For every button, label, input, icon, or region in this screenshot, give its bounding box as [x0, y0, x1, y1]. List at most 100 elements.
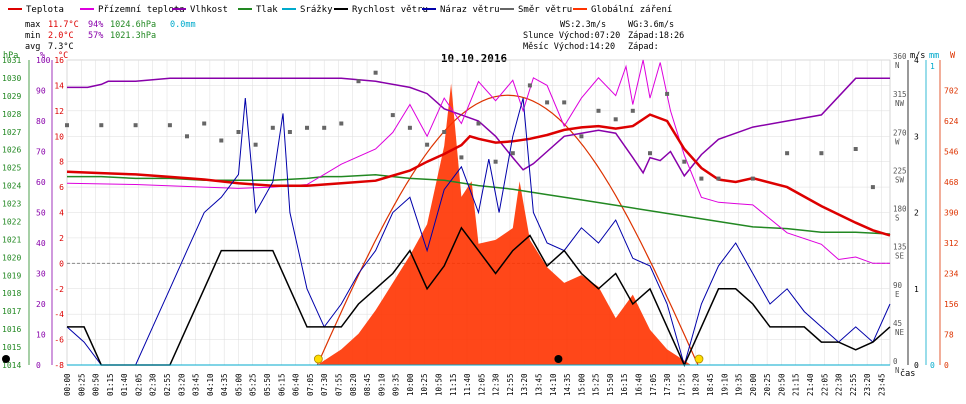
unit-hpa: hPa [3, 51, 18, 61]
tick-wind-dir-label: S [895, 214, 900, 223]
tick-time: 01:40 [120, 373, 129, 396]
legend-label: Tlak [256, 5, 278, 15]
tick-pressure: 1028 [2, 110, 21, 119]
wind-dir-point [219, 138, 224, 143]
tick-solar: 0 [944, 361, 949, 370]
tick-humidity: 10 [36, 331, 46, 340]
unit-pct: % [40, 51, 45, 61]
tick-wind-speed: 4 [914, 56, 919, 65]
wind-dir-point [596, 108, 601, 113]
wind-dir-point [390, 113, 395, 118]
tick-time: 22:55 [849, 373, 858, 396]
tick-wind-dir: 270 [893, 128, 907, 137]
sunset-marker [694, 354, 704, 364]
tick-pressure: 1023 [2, 200, 21, 209]
tick-time: 12:30 [492, 373, 501, 396]
series-ground-temp [66, 59, 890, 264]
tick-pressure: 1029 [2, 92, 21, 101]
tick-time: 20:50 [777, 373, 786, 396]
unit-mm: mm [929, 51, 939, 61]
tick-time: 00:25 [77, 373, 86, 396]
tick-time: 12:55 [506, 373, 515, 396]
tick-time: 16:15 [620, 373, 629, 396]
unit-ms: m/s [910, 51, 925, 61]
tick-pressure: 1027 [2, 128, 21, 137]
left-axes: 1031103010291028102710261025102410231022… [2, 56, 64, 370]
date-title: 10.10.2016 [441, 52, 508, 65]
legend-label: Přízemní teplota [98, 5, 185, 15]
series-wind-speed [67, 226, 891, 367]
wind-dir-point [476, 121, 481, 126]
tick-time: 02:30 [149, 373, 158, 396]
tick-temperature: 4 [59, 209, 64, 218]
tick-time: 11:40 [463, 373, 472, 396]
tick-time: 18:20 [692, 373, 701, 396]
moon-set: Západ: [628, 42, 659, 52]
wind-dir-point [579, 134, 584, 139]
moonrise-marker [554, 355, 563, 363]
tick-humidity: 20 [36, 300, 46, 309]
tick-humidity: 70 [36, 148, 46, 157]
wind-dir-point [167, 123, 172, 128]
tick-temperature: -8 [54, 361, 64, 370]
tick-wind-dir: 90 [893, 281, 903, 290]
tick-humidity: 0 [36, 361, 41, 370]
wind-dir-point [819, 151, 824, 156]
tick-wind-dir-label: NW [895, 99, 905, 108]
series-gust [66, 97, 891, 367]
tick-solar: 624 [944, 117, 959, 126]
wind-dir-point [699, 176, 704, 181]
wind-dir-point [287, 130, 292, 134]
moon-phase-icon [2, 355, 10, 363]
wind-dir-point [99, 123, 104, 128]
tick-pressure: 1021 [2, 235, 21, 244]
wind-dir-point [270, 125, 275, 130]
stat-max-press: 1024.6hPa [110, 20, 156, 30]
wind-dir-point [493, 159, 498, 164]
tick-humidity: 80 [36, 117, 46, 126]
series-layer [65, 59, 891, 367]
tick-time: 14:10 [549, 373, 558, 396]
tick-humidity: 40 [36, 239, 46, 248]
unit-w: W [950, 51, 956, 61]
sun-rise: Slunce Východ:07:20 [523, 31, 620, 41]
tick-pressure: 1016 [2, 325, 21, 334]
tick-wind-speed: 1 [914, 285, 919, 294]
tick-humidity: 30 [36, 270, 46, 279]
x-axis: 00:00 00:25 00:50 01:15 01:40 02:05 02:30 02:55… [63, 373, 886, 396]
tick-time: 06:15 [277, 373, 286, 396]
tick-humidity: 100 [36, 56, 51, 65]
wind-dir-point [562, 100, 567, 105]
wind-dir-point [253, 142, 258, 147]
right-axes: 360N315NW270W225SW180S135SE90E45NE0N4321… [893, 52, 959, 375]
wind-dir-point [648, 151, 652, 156]
tick-wind-dir-label: N [895, 61, 900, 70]
tick-time: 05:00 [234, 373, 243, 396]
wind-dir-point [339, 121, 344, 126]
stat-min-label: min [25, 31, 40, 41]
stats-block: max 11.7°C 94% 1024.6hPa 0.0mm min 2.0°C… [25, 20, 196, 52]
tick-time: 17:55 [677, 373, 686, 396]
tick-time: 10:00 [406, 373, 415, 396]
tick-time: 13:20 [520, 373, 529, 396]
wind-dir-point [305, 125, 309, 130]
stat-avg-temp: 7.3°C [48, 42, 74, 52]
tick-time: 20:00 [749, 373, 758, 396]
tick-time: 17:05 [649, 373, 658, 396]
tick-humidity: 50 [36, 209, 46, 218]
tick-temperature: 2 [59, 234, 64, 243]
tick-time: 07:55 [334, 373, 343, 396]
wind-dir-point [853, 147, 858, 151]
tick-time: 11:15 [449, 373, 458, 396]
sun-set: Západ:18:26 [628, 31, 684, 41]
tick-time: 14:35 [563, 373, 572, 396]
legend-label: Náraz větru [440, 5, 500, 15]
wind-dir-point [185, 134, 189, 139]
tick-time: 22:30 [835, 373, 844, 396]
tick-wind-dir: 135 [893, 243, 907, 252]
wind-dir-point [665, 91, 670, 96]
tick-solar: 390 [944, 209, 959, 218]
tick-pressure: 1020 [2, 253, 21, 262]
tick-time: 15:25 [592, 373, 601, 396]
wind-dir-point [425, 142, 430, 147]
